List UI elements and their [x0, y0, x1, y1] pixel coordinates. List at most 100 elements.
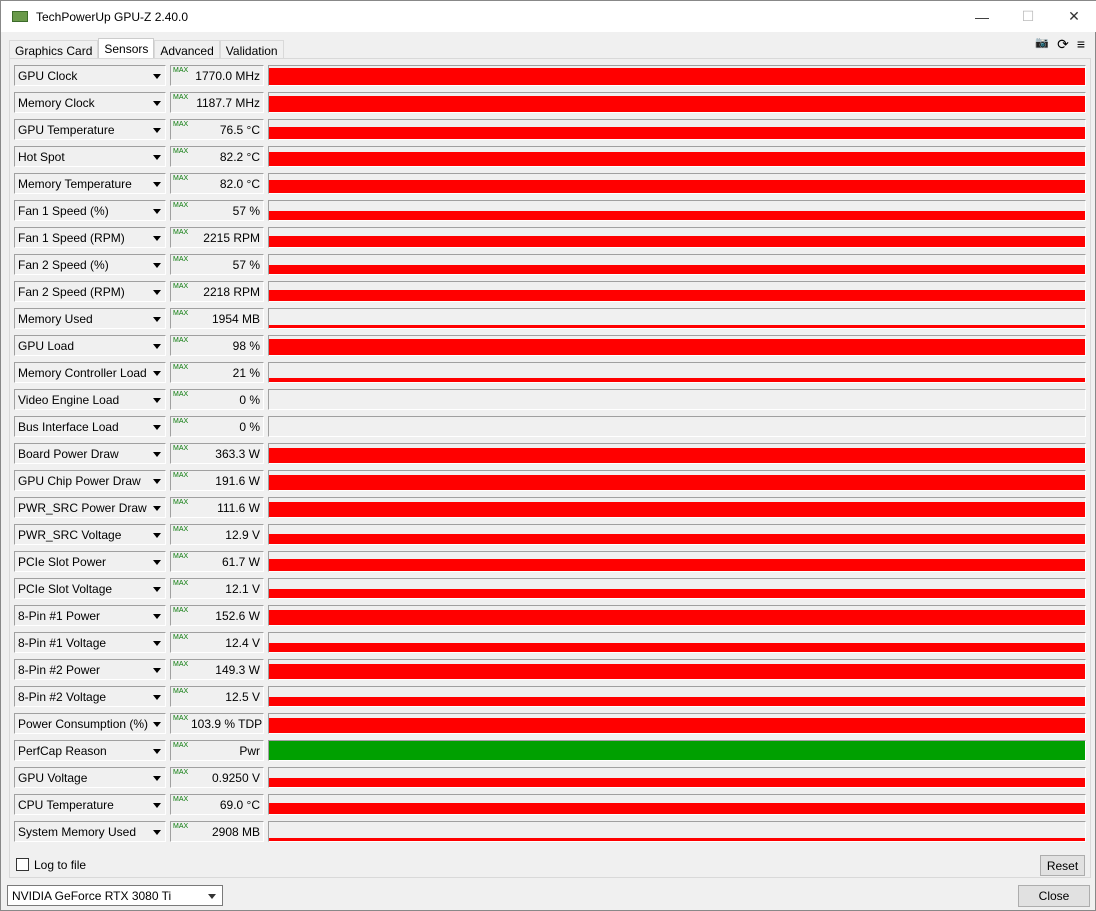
sensor-name-dropdown[interactable]: Memory Controller Load [14, 362, 166, 383]
dropdown-arrow-icon [153, 830, 161, 835]
sensor-name-dropdown[interactable]: Memory Used [14, 308, 166, 329]
sensor-name-dropdown[interactable]: GPU Load [14, 335, 166, 356]
sensor-name-dropdown[interactable]: 8-Pin #1 Voltage [14, 632, 166, 653]
sensor-name-dropdown[interactable]: Power Consumption (%) [14, 713, 166, 734]
max-indicator: MAX [173, 823, 189, 830]
sensor-name-dropdown[interactable]: Memory Temperature [14, 173, 166, 194]
sensor-value[interactable]: MAX 57 % [170, 200, 264, 221]
sensor-name-dropdown[interactable]: GPU Clock [14, 65, 166, 86]
sensor-value[interactable]: MAX 103.9 % TDP [170, 713, 264, 734]
dropdown-arrow-icon [153, 398, 161, 403]
sensor-name-dropdown[interactable]: PerfCap Reason [14, 740, 166, 761]
sensor-value[interactable]: MAX 82.0 °C [170, 173, 264, 194]
sensor-graph [268, 416, 1086, 437]
sensor-graph [268, 470, 1086, 491]
max-indicator: MAX [173, 769, 189, 776]
sensor-value[interactable]: MAX 0 % [170, 416, 264, 437]
tab-validation[interactable]: Validation [219, 40, 284, 60]
reset-button[interactable]: Reset [1040, 855, 1085, 876]
sensor-value[interactable]: MAX 152.6 W [170, 605, 264, 626]
sensor-value[interactable]: MAX 21 % [170, 362, 264, 383]
sensor-value[interactable]: MAX 76.5 °C [170, 119, 264, 140]
sensor-name-dropdown[interactable]: PCIe Slot Voltage [14, 578, 166, 599]
sensor-name-dropdown[interactable]: 8-Pin #2 Voltage [14, 686, 166, 707]
dropdown-arrow-icon [153, 452, 161, 457]
sensor-value[interactable]: MAX 12.4 V [170, 632, 264, 653]
menu-icon[interactable]: ≡ [1076, 36, 1085, 52]
sensor-value[interactable]: MAX 2908 MB [170, 821, 264, 842]
sensor-value[interactable]: MAX 98 % [170, 335, 264, 356]
sensor-name-dropdown[interactable]: PWR_SRC Power Draw [14, 497, 166, 518]
sensor-graph [268, 173, 1086, 194]
sensor-value[interactable]: MAX 61.7 W [170, 551, 264, 572]
sensor-value-text: 2215 RPM [203, 231, 260, 245]
dropdown-arrow-icon [153, 155, 161, 160]
sensor-value[interactable]: MAX 57 % [170, 254, 264, 275]
minimize-button[interactable]: — [975, 8, 989, 25]
sensor-value[interactable]: MAX 1954 MB [170, 308, 264, 329]
sensor-value[interactable]: MAX 0 % [170, 389, 264, 410]
sensor-value[interactable]: MAX 12.5 V [170, 686, 264, 707]
sensor-value[interactable]: MAX 363.3 W [170, 443, 264, 464]
sensor-name-dropdown[interactable]: GPU Voltage [14, 767, 166, 788]
close-window-button[interactable]: ✕ [1068, 8, 1080, 24]
sensor-graph-fill [269, 501, 1085, 517]
sensor-value[interactable]: MAX 191.6 W [170, 470, 264, 491]
sensor-value[interactable]: MAX 1770.0 MHz [170, 65, 264, 86]
sensor-name-dropdown[interactable]: 8-Pin #2 Power [14, 659, 166, 680]
gpu-select[interactable]: NVIDIA GeForce RTX 3080 Ti [7, 885, 223, 906]
sensor-name-dropdown[interactable]: PWR_SRC Voltage [14, 524, 166, 545]
tab-graphics-card[interactable]: Graphics Card [9, 40, 99, 60]
sensor-name-dropdown[interactable]: GPU Chip Power Draw [14, 470, 166, 491]
sensor-name-dropdown[interactable]: Fan 2 Speed (RPM) [14, 281, 166, 302]
sensor-name: Fan 1 Speed (%) [18, 204, 109, 218]
sensor-name-dropdown[interactable]: System Memory Used [14, 821, 166, 842]
sensor-name-dropdown[interactable]: Board Power Draw [14, 443, 166, 464]
dropdown-arrow-icon [153, 263, 161, 268]
sensor-graph [268, 443, 1086, 464]
sensor-name: GPU Clock [18, 69, 78, 83]
sensor-name-dropdown[interactable]: CPU Temperature [14, 794, 166, 815]
sensor-name: GPU Temperature [18, 123, 115, 137]
sensor-name-dropdown[interactable]: Memory Clock [14, 92, 166, 113]
sensor-value-text: 2908 MB [211, 825, 260, 839]
sensor-name-dropdown[interactable]: Fan 1 Speed (%) [14, 200, 166, 221]
sensor-value[interactable]: MAX 12.1 V [170, 578, 264, 599]
sensor-name-dropdown[interactable]: Fan 1 Speed (RPM) [14, 227, 166, 248]
sensor-name-dropdown[interactable]: PCIe Slot Power [14, 551, 166, 572]
sensor-name-dropdown[interactable]: Video Engine Load [14, 389, 166, 410]
sensor-graph [268, 578, 1086, 599]
sensor-name-dropdown[interactable]: 8-Pin #1 Power [14, 605, 166, 626]
max-indicator: MAX [173, 229, 189, 236]
sensor-name: Fan 2 Speed (%) [18, 258, 109, 272]
tab-sensors[interactable]: Sensors [98, 38, 155, 60]
sensor-value[interactable]: MAX 82.2 °C [170, 146, 264, 167]
close-button[interactable]: Close [1018, 885, 1090, 907]
window-title: TechPowerUp GPU-Z 2.40.0 [36, 9, 189, 24]
sensor-name-dropdown[interactable]: Bus Interface Load [14, 416, 166, 437]
tab-bar: Graphics Card Sensors Advanced Validatio… [9, 38, 284, 60]
sensor-value[interactable]: MAX 149.3 W [170, 659, 264, 680]
sensor-graph [268, 65, 1086, 86]
camera-icon[interactable]: 📷 [1035, 37, 1050, 49]
max-indicator: MAX [173, 148, 189, 155]
sensor-value[interactable]: MAX 1187.7 MHz [170, 92, 264, 113]
sensor-name-dropdown[interactable]: GPU Temperature [14, 119, 166, 140]
maximize-button[interactable]: ☐ [1021, 8, 1035, 24]
sensor-value[interactable]: MAX 2218 RPM [170, 281, 264, 302]
sensor-value[interactable]: MAX 12.9 V [170, 524, 264, 545]
sensor-value[interactable]: MAX 69.0 °C [170, 794, 264, 815]
max-indicator: MAX [173, 580, 189, 587]
sensor-value[interactable]: MAX 0.9250 V [170, 767, 264, 788]
refresh-icon[interactable]: ⟳ [1057, 36, 1069, 52]
dropdown-arrow-icon [153, 506, 161, 511]
sensor-name-dropdown[interactable]: Hot Spot [14, 146, 166, 167]
sensor-value[interactable]: MAX 2215 RPM [170, 227, 264, 248]
tab-advanced[interactable]: Advanced [154, 40, 220, 60]
sensor-value-text: 1954 MB [211, 312, 260, 326]
sensor-name-dropdown[interactable]: Fan 2 Speed (%) [14, 254, 166, 275]
sensor-value[interactable]: MAX 111.6 W [170, 497, 264, 518]
sensor-value[interactable]: MAX Pwr [170, 740, 264, 761]
log-to-file-checkbox[interactable] [16, 858, 29, 871]
sensor-value-text: 111.6 W [217, 501, 260, 515]
